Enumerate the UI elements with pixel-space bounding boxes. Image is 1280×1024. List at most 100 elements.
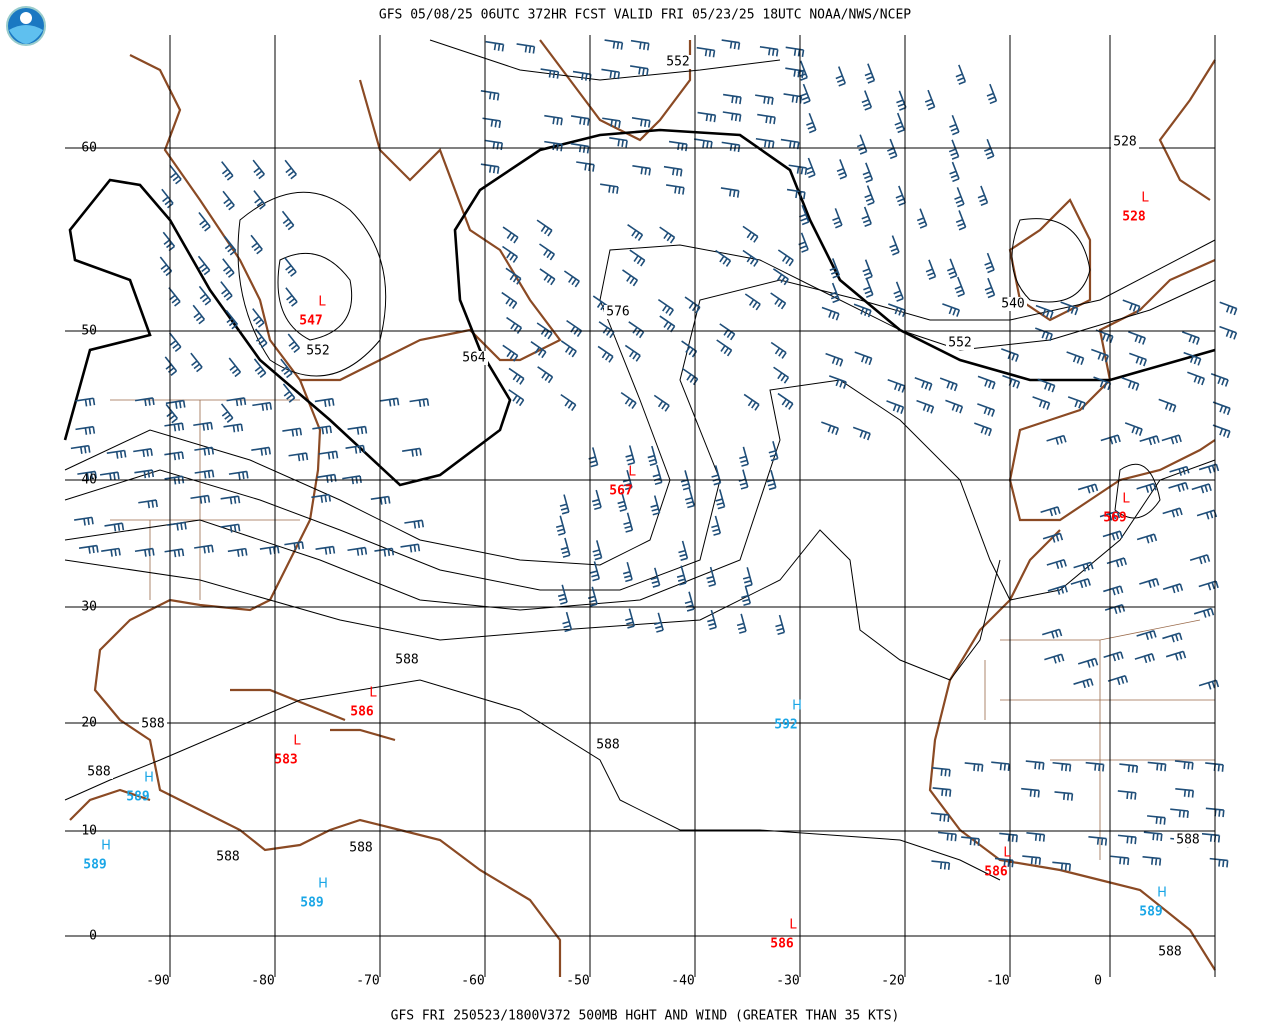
wind-barb (721, 141, 741, 153)
wind-barb (282, 427, 303, 437)
center-value: 547 (299, 314, 322, 329)
wind-barb (739, 446, 749, 467)
wind-barb (914, 376, 933, 391)
wind-barb (1052, 861, 1072, 872)
wind-barb (253, 190, 266, 210)
wind-barb (617, 491, 628, 512)
wind-barb (1107, 675, 1129, 686)
wind-barb (555, 515, 566, 536)
latitude-label: 40 (81, 473, 97, 488)
wind-barb (482, 117, 502, 128)
label-bg (347, 841, 375, 855)
wind-barb (1040, 506, 1061, 517)
wind-barb (625, 608, 635, 629)
wind-barb (797, 60, 808, 81)
wind-barb (1122, 299, 1141, 314)
wind-barb (501, 291, 518, 309)
wind-barb (659, 226, 676, 244)
wind-barb (632, 164, 651, 176)
center-value: 589 (1139, 905, 1162, 920)
label-bg (393, 653, 421, 667)
wind-barb (318, 450, 339, 460)
wind-barb (716, 339, 733, 357)
center-symbol: H (792, 699, 802, 714)
wind-barb (719, 323, 736, 341)
wind-barb (480, 163, 500, 174)
wind-barb (722, 111, 742, 122)
wind-barb (682, 368, 699, 386)
wind-barb (1187, 371, 1206, 386)
wind-barb (284, 257, 297, 277)
latitude-label: 50 (81, 324, 97, 339)
wind-barb (954, 187, 965, 208)
wind-barb (609, 137, 628, 148)
wind-barb (347, 425, 368, 435)
wind-barb (711, 515, 722, 536)
wind-barb (974, 422, 992, 437)
wind-barb (942, 303, 961, 317)
wind-barb (773, 366, 790, 384)
label-bg (85, 765, 113, 779)
wind-barb (1073, 678, 1094, 689)
wind-barb (678, 540, 689, 561)
wind-barb (624, 344, 641, 362)
wind-barb (192, 304, 206, 325)
wind-barb (768, 441, 779, 462)
wind-barb (502, 245, 519, 263)
contour-label: 588 (87, 765, 110, 780)
center-symbol: H (101, 839, 111, 854)
wind-barb (1022, 855, 1042, 865)
wind-barb (505, 267, 522, 285)
wind-barb (629, 249, 646, 267)
wind-barb (663, 165, 683, 177)
wind-barb (250, 234, 263, 255)
wind-barb (622, 561, 633, 583)
wind-barb (225, 309, 239, 330)
wind-barb (736, 613, 747, 634)
center-symbol: L (318, 295, 326, 310)
wind-barb (1219, 301, 1238, 316)
center-value: 592 (774, 718, 797, 733)
wind-barb (560, 393, 577, 411)
wind-barb (622, 269, 639, 287)
wind-barb (861, 90, 873, 111)
longitude-label: -10 (986, 974, 1009, 989)
wind-barb (539, 268, 556, 286)
wind-barb (743, 393, 760, 411)
wind-barb (680, 470, 691, 491)
wind-barb (650, 495, 661, 516)
center-value: 528 (1122, 210, 1146, 225)
wind-barb (288, 452, 309, 462)
center-value: 589 (126, 790, 149, 805)
wind-barb (961, 836, 980, 846)
wind-barb (566, 319, 583, 337)
wind-barb (1189, 554, 1211, 565)
wind-barb (659, 315, 676, 333)
wind-barb (955, 210, 967, 231)
wind-barb (1162, 583, 1184, 594)
wind-barb (806, 112, 817, 134)
wind-barb (772, 268, 789, 286)
wind-barb (785, 46, 805, 58)
wind-barb (676, 565, 687, 586)
wind-barb (742, 249, 759, 267)
wind-barb (169, 164, 182, 185)
wind-barb (949, 161, 960, 183)
wind-barb (1044, 653, 1065, 664)
contour-label: 588 (216, 850, 239, 865)
wind-barb (631, 117, 651, 128)
wind-barb (715, 489, 726, 510)
wind-barb (893, 281, 904, 302)
wind-barb (1077, 657, 1099, 668)
wind-barb (825, 352, 844, 367)
wind-barb (947, 258, 958, 279)
wind-barb (540, 68, 560, 79)
wind-barb (480, 90, 500, 101)
wind-barb (1052, 761, 1072, 772)
wind-barb (104, 522, 125, 532)
wind-barb (220, 281, 233, 301)
wind-barb (1136, 629, 1157, 640)
wind-barb (159, 256, 173, 277)
wind-barb (74, 516, 94, 526)
